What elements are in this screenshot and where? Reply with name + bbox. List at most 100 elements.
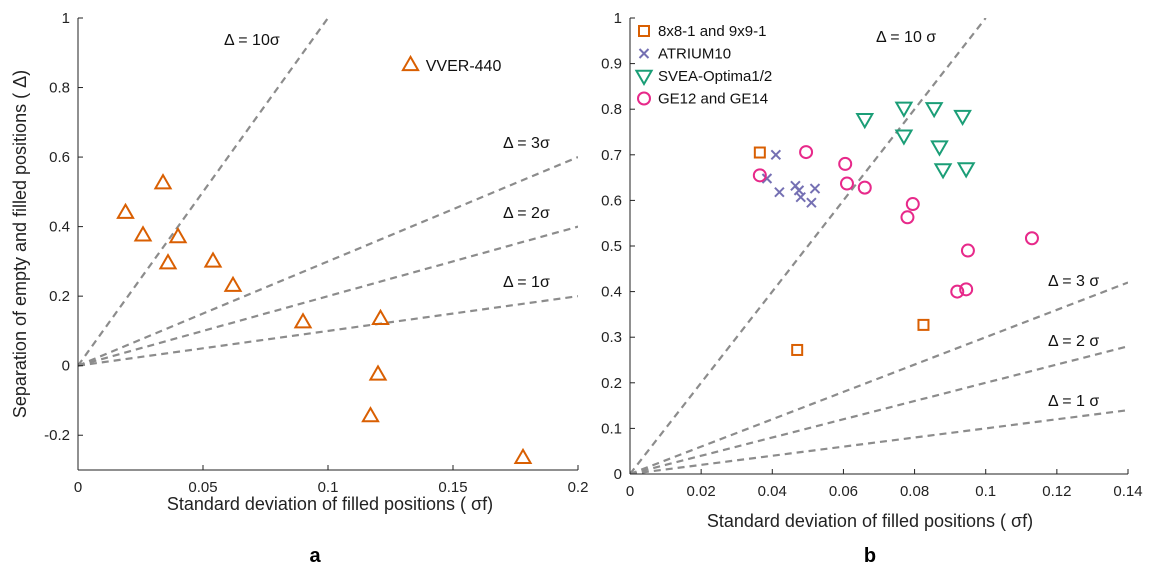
reference-line (630, 409, 1128, 474)
data-point (513, 447, 533, 465)
data-point (752, 168, 767, 183)
series-0 (753, 146, 930, 356)
data-point (638, 48, 650, 59)
data-point (953, 109, 972, 127)
reference-line (78, 156, 578, 367)
data-point (637, 91, 651, 106)
data-point (857, 180, 872, 195)
data-point (956, 162, 976, 179)
y-tick-label: 0.4 (601, 284, 622, 301)
y-tick-label: 0.2 (49, 288, 70, 305)
legend-entry-label: 8x8-1 and 9x9-1 (658, 23, 766, 40)
chart-panel-a: Δ = 10σ Δ = 3σ Δ = 2σ Δ = 1σ 0 0.05 0.1 0.15 0.2… (10, 10, 588, 567)
x-tick-label: 0.1 (975, 483, 996, 500)
chart-panel-b: Δ = 10 σ Δ = 3 σ Δ = 2 σ Δ = 1 σ 0 0.02 0.04 0.… (601, 10, 1142, 567)
data-point (924, 102, 944, 119)
x-axis-label: Standard deviation of filled positions (… (707, 511, 1033, 531)
reference-line (78, 225, 578, 367)
data-point (401, 54, 420, 72)
data-point (361, 406, 380, 423)
data-point (855, 113, 875, 130)
y-tick-label: 0.9 (601, 56, 622, 73)
y-tick-label: 0 (614, 466, 622, 483)
data-point (959, 282, 974, 297)
data-point (839, 176, 854, 191)
annotation-label: VVER-440 (426, 58, 502, 75)
reference-line-label: Δ = 10σ (224, 32, 280, 49)
data-point (368, 364, 388, 381)
y-tick-label: 1 (614, 10, 622, 27)
x-tick-label: 0 (74, 479, 82, 496)
reference-line (630, 345, 1128, 474)
data-point (158, 253, 178, 270)
data-point (791, 343, 804, 356)
legend-entry-label: ATRIUM10 (658, 46, 731, 63)
data-point (203, 251, 223, 268)
data-point (133, 225, 153, 242)
data-point (900, 210, 915, 225)
x-axis-label: Standard deviation of filled positions (… (167, 494, 493, 514)
y-tick-label: 0.6 (601, 192, 622, 209)
legend-entry-label: SVEA-Optima1/2 (658, 68, 772, 85)
data-point (223, 275, 243, 292)
reference-line-label: Δ = 2 σ (1048, 333, 1099, 350)
y-tick-label: 0.7 (601, 147, 622, 164)
data-point (950, 284, 965, 299)
y-tick-label: 0.5 (601, 238, 622, 255)
series-2 (855, 101, 976, 180)
data-point (638, 25, 650, 37)
data-point (894, 129, 914, 146)
x-tick-label: 0.2 (568, 479, 589, 496)
y-tick-label: -0.2 (44, 427, 70, 444)
y-tick-label: 0.8 (601, 101, 622, 118)
legend-entry-label: GE12 and GE14 (658, 91, 768, 108)
x-tick-label: 0.12 (1042, 483, 1071, 500)
y-tick-label: 1 (62, 10, 70, 27)
reference-line (78, 295, 578, 367)
data-point (917, 318, 930, 331)
x-tick-label: 0.1 (318, 479, 339, 496)
data-point (806, 197, 817, 208)
data-point (960, 243, 975, 258)
data-point (770, 149, 782, 161)
data-point (795, 192, 806, 203)
reference-line-label: Δ = 10 σ (876, 29, 936, 46)
series-0 (116, 54, 533, 465)
y-tick-label: 0.3 (601, 329, 622, 346)
reference-line-label: Δ = 1 σ (1048, 393, 1099, 410)
data-point (774, 186, 785, 198)
x-tick-label: 0.05 (188, 479, 217, 496)
x-tick-label: 0.15 (438, 479, 467, 496)
x-tick-label: 0.06 (829, 483, 858, 500)
reference-line (630, 18, 987, 474)
data-point (753, 146, 766, 159)
series-1 (761, 149, 821, 208)
y-tick-label: 0 (62, 358, 70, 375)
data-point (809, 183, 821, 194)
series-3 (752, 145, 1039, 299)
data-point (799, 145, 814, 160)
reference-line-label: Δ = 1σ (503, 274, 550, 291)
x-tick-label: 0.14 (1113, 483, 1142, 500)
data-point (761, 173, 773, 184)
data-point (371, 308, 390, 325)
x-tick-label: 0.08 (900, 483, 929, 500)
data-point (293, 312, 313, 329)
panel-label: a (309, 545, 321, 567)
reference-line-label: Δ = 2σ (503, 205, 550, 222)
data-point (116, 202, 135, 219)
reference-line-label: Δ = 3σ (503, 135, 550, 152)
y-tick-label: 0.1 (601, 420, 622, 437)
y-tick-label: 0.2 (601, 375, 622, 392)
x-tick-label: 0 (626, 483, 634, 500)
panel-label: b (864, 545, 876, 567)
data-point (894, 101, 914, 118)
legend: 8x8-1 and 9x9-1 ATRIUM10 SVEA-Optima1/2 GE1… (634, 23, 772, 108)
data-point (905, 197, 920, 212)
data-point (1024, 231, 1039, 246)
reference-line-label: Δ = 3 σ (1048, 273, 1099, 290)
data-point (930, 140, 949, 157)
y-tick-label: 0.8 (49, 80, 70, 97)
y-tick-label: 0.4 (49, 219, 70, 236)
